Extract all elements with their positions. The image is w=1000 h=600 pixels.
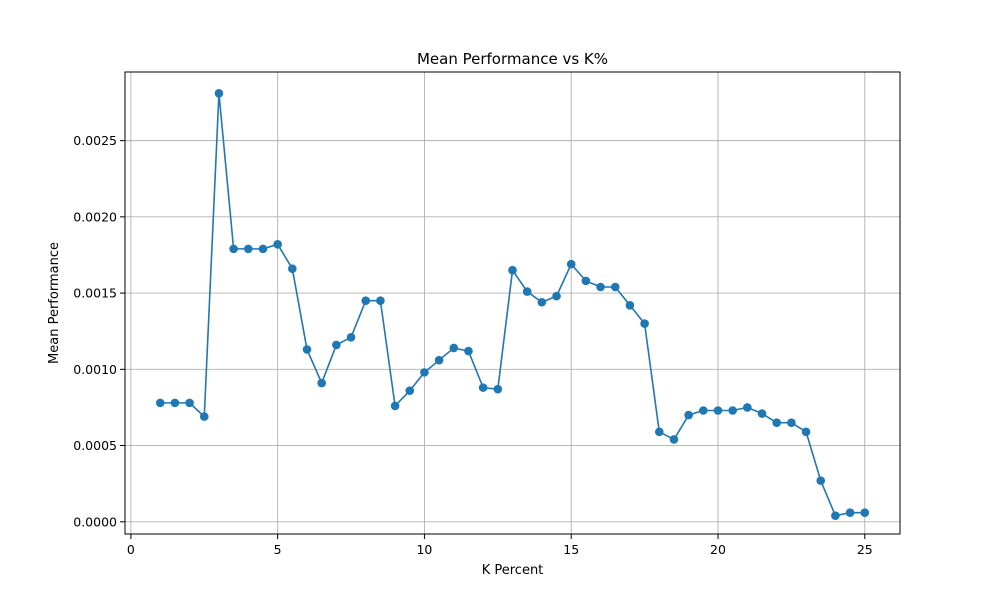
x-tick-label: 0 — [127, 542, 135, 557]
data-point — [816, 476, 826, 485]
x-axis-label: K Percent — [482, 563, 544, 578]
y-tick-label: 0.0015 — [73, 286, 117, 301]
data-point — [640, 319, 649, 328]
data-point — [346, 333, 356, 342]
data-point — [273, 239, 282, 249]
data-point — [449, 343, 459, 353]
y-tick-label: 0.0020 — [73, 209, 117, 224]
data-point — [302, 345, 312, 354]
x-tick-label: 15 — [563, 542, 579, 557]
data-point — [537, 297, 547, 307]
data-point — [243, 244, 253, 254]
y-tick-label: 0.0025 — [73, 133, 117, 148]
data-point — [566, 259, 576, 269]
data-point — [610, 282, 620, 292]
data-point — [229, 244, 238, 254]
chart-title: Mean Performance vs K% — [417, 50, 608, 68]
x-tick-label: 5 — [274, 542, 282, 557]
data-point — [801, 427, 811, 437]
y-tick-label: 0.0005 — [73, 438, 117, 453]
y-tick-label: 0.0010 — [73, 362, 117, 377]
data-point — [772, 418, 782, 427]
data-point — [155, 398, 165, 408]
data-point — [552, 291, 561, 301]
data-point — [831, 511, 840, 521]
data-point — [669, 435, 679, 444]
data-point — [581, 276, 591, 286]
data-point — [860, 508, 870, 517]
y-axis-label: Mean Performance — [47, 242, 62, 364]
data-point — [757, 409, 767, 418]
data-point — [199, 412, 209, 421]
data-point — [420, 368, 429, 377]
data-point — [361, 296, 371, 306]
y-axis: 0.0000 0.0005 0.0010 0.0015 0.0020 0.0025 — [73, 133, 125, 529]
x-axis: 0 5 10 15 20 25 — [127, 534, 873, 557]
data-point — [170, 398, 180, 408]
data-point — [522, 287, 532, 296]
data-point — [625, 300, 635, 310]
data-point — [405, 386, 415, 395]
data-point — [728, 406, 737, 415]
data-point — [713, 406, 723, 415]
x-tick-label: 20 — [710, 542, 726, 557]
data-point — [845, 508, 855, 517]
data-point — [464, 346, 473, 356]
data-point — [376, 296, 385, 306]
data-point — [493, 384, 503, 394]
data-point — [684, 410, 693, 420]
data-point — [787, 418, 796, 427]
x-tick-label: 25 — [857, 542, 873, 557]
data-point — [508, 265, 517, 275]
data-point — [596, 282, 605, 292]
plot-area-frame — [124, 71, 901, 535]
data-point — [185, 398, 194, 408]
data-point — [214, 89, 224, 98]
data-point — [654, 427, 664, 437]
data-point — [390, 401, 400, 411]
data-point — [332, 340, 341, 350]
grid-lines — [125, 72, 900, 534]
data-point — [434, 355, 444, 365]
data-point — [258, 244, 268, 254]
data-point — [478, 383, 488, 392]
data-point — [288, 264, 297, 273]
data-point — [317, 378, 326, 388]
y-tick-label: 0.0000 — [73, 514, 117, 529]
series-markers — [155, 89, 870, 521]
data-point — [743, 403, 752, 412]
data-point — [699, 406, 708, 415]
x-tick-label: 10 — [416, 542, 432, 557]
